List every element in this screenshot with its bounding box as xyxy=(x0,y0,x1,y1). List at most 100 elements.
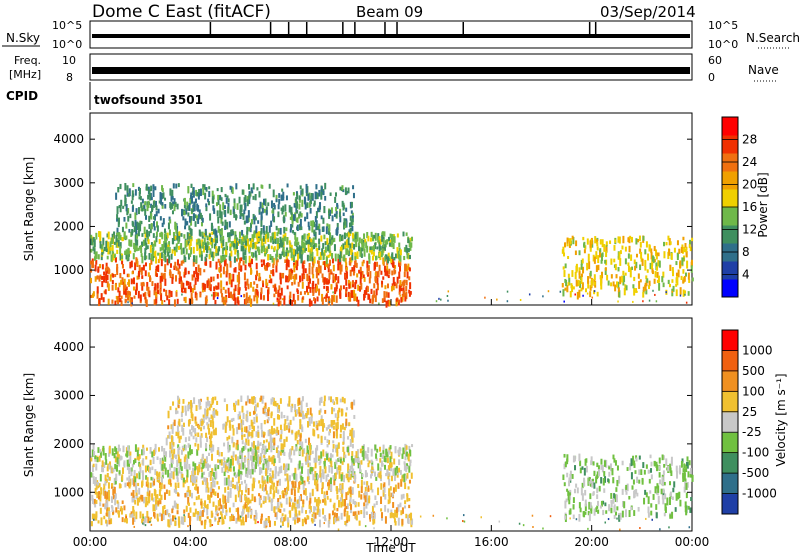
heatmap-cell xyxy=(366,231,369,239)
heatmap-cell xyxy=(200,427,203,432)
heatmap-cell xyxy=(572,504,575,510)
heatmap-cell xyxy=(589,291,592,298)
heatmap-cell xyxy=(134,482,137,489)
heatmap-cell xyxy=(354,252,357,260)
heatmap-cell xyxy=(133,295,136,299)
heatmap-cell xyxy=(239,474,242,480)
heatmap-cell xyxy=(321,297,324,305)
heatmap-cell xyxy=(94,477,97,485)
heatmap-cell xyxy=(184,405,187,412)
heatmap-cell xyxy=(623,501,626,509)
heatmap-cell xyxy=(250,187,253,192)
heatmap-cell xyxy=(152,477,155,481)
heatmap-cell xyxy=(322,190,325,196)
heatmap-cell xyxy=(648,299,651,302)
heatmap-cell xyxy=(231,483,234,489)
heatmap-cell xyxy=(348,292,351,299)
heatmap-cell xyxy=(292,482,295,488)
heatmap-cell xyxy=(307,235,310,240)
heatmap-cell xyxy=(186,205,189,209)
heatmap-cell xyxy=(183,204,186,209)
freq-label-line1: Freq. xyxy=(14,54,41,67)
heatmap-cell xyxy=(180,466,183,472)
heatmap-cell xyxy=(238,287,241,291)
heatmap-cell xyxy=(321,419,324,427)
heatmap-cell xyxy=(240,395,243,403)
colorbar-segment xyxy=(722,473,738,495)
heatmap-cell xyxy=(645,517,647,520)
heatmap-cell xyxy=(128,467,131,475)
heatmap-cell xyxy=(168,519,171,528)
heatmap-cell xyxy=(155,269,158,274)
heatmap-cell xyxy=(154,489,157,496)
heatmap-cell xyxy=(140,282,143,286)
heatmap-cell xyxy=(332,264,335,272)
heatmap-cell xyxy=(294,198,297,206)
heatmap-cell xyxy=(308,278,311,284)
heatmap-cell xyxy=(349,297,352,302)
heatmap-cell xyxy=(237,513,240,520)
heatmap-cell xyxy=(305,510,308,514)
heatmap-cell xyxy=(164,278,167,286)
heatmap-cell xyxy=(314,298,317,304)
heatmap-cell xyxy=(192,246,195,254)
heatmap-cell xyxy=(345,473,348,479)
heatmap-cell xyxy=(124,518,127,523)
heatmap-cell xyxy=(327,243,330,251)
heatmap-cell xyxy=(399,283,402,291)
heatmap-cell xyxy=(313,297,316,301)
heatmap-cell xyxy=(266,282,269,286)
heatmap-cell xyxy=(210,446,213,453)
heatmap-cell xyxy=(638,235,641,242)
heatmap-cell xyxy=(408,465,411,473)
heatmap-cell xyxy=(401,518,404,525)
heatmap-cell xyxy=(177,516,180,521)
heatmap-cell xyxy=(176,459,179,468)
heatmap-cell xyxy=(270,438,273,446)
heatmap-cell xyxy=(215,292,218,297)
heatmap-cell xyxy=(178,277,181,284)
heatmap-cell xyxy=(316,296,319,302)
heatmap-cell xyxy=(321,469,324,474)
heatmap-cell xyxy=(117,296,120,305)
heatmap-cell xyxy=(107,463,110,467)
heatmap-cell xyxy=(132,517,135,525)
heatmap-cell xyxy=(203,471,206,475)
heatmap-cell xyxy=(271,270,274,275)
heatmap-cell xyxy=(289,419,292,425)
heatmap-cell xyxy=(90,268,93,273)
heatmap-cell xyxy=(240,239,243,246)
heatmap-cell xyxy=(252,195,255,200)
heatmap-cell xyxy=(260,452,263,458)
heatmap-cell xyxy=(462,520,464,523)
heatmap-cell xyxy=(317,505,320,513)
heatmap-cell xyxy=(201,457,204,464)
heatmap-cell xyxy=(128,449,131,456)
heatmap-cell xyxy=(223,477,226,486)
heatmap-cell xyxy=(603,471,606,477)
heatmap-cell xyxy=(377,236,380,243)
heatmap-cell xyxy=(254,404,257,412)
heatmap-cell xyxy=(339,290,342,298)
heatmap-cell xyxy=(228,292,231,298)
heatmap-cell xyxy=(344,241,347,245)
heatmap-cell xyxy=(92,476,95,485)
heatmap-cell xyxy=(335,397,338,401)
heatmap-cell xyxy=(142,264,145,271)
heatmap-cell xyxy=(240,490,243,496)
heatmap-cell xyxy=(222,462,225,468)
heatmap-cell xyxy=(327,457,330,462)
heatmap-cell xyxy=(363,233,366,240)
heatmap-cell xyxy=(229,260,232,268)
heatmap-cell xyxy=(377,487,380,496)
heatmap-cell xyxy=(307,278,310,282)
heatmap-cell xyxy=(199,398,202,402)
heatmap-cell xyxy=(163,463,166,469)
heatmap-cell xyxy=(335,284,338,290)
heatmap-cell xyxy=(268,455,271,462)
heatmap-cell xyxy=(191,274,194,281)
heatmap-cell xyxy=(569,290,572,298)
heatmap-cell xyxy=(391,241,394,248)
heatmap-cell xyxy=(349,201,352,209)
heatmap-cell xyxy=(107,241,110,248)
